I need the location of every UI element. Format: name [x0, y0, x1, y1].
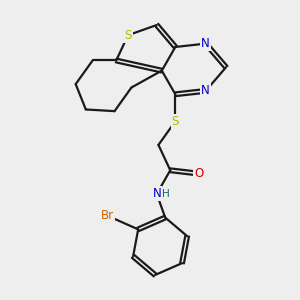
Text: S: S: [124, 29, 132, 42]
Text: Br: Br: [101, 209, 114, 222]
Text: S: S: [172, 115, 179, 128]
Text: N: N: [201, 37, 210, 50]
Text: N: N: [152, 188, 161, 200]
Text: H: H: [162, 189, 170, 199]
Text: O: O: [194, 167, 204, 180]
Text: N: N: [201, 84, 210, 98]
